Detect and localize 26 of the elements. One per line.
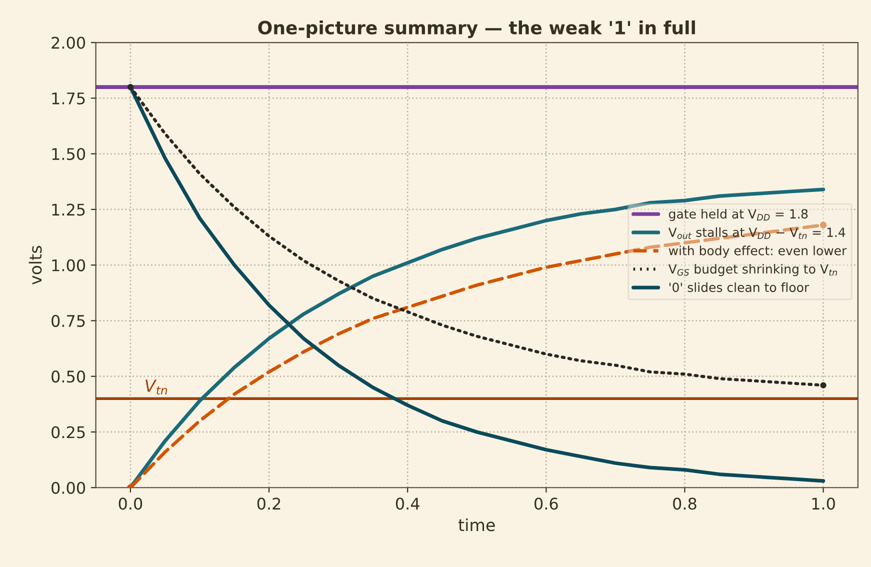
point — [820, 382, 826, 388]
y-tick-label: 1.00 — [52, 259, 86, 272]
y-axis-title: volts — [28, 246, 42, 285]
y-tick-label: 0.00 — [52, 482, 86, 494]
legend-label: gate held at V$_{DD}$ = 1.8 — [669, 208, 808, 222]
point — [820, 222, 827, 228]
legend-label: '0' slides clean to floor — [670, 282, 810, 292]
point — [127, 84, 134, 90]
y-tick-label: 0.75 — [52, 314, 85, 328]
y-tick-label: 0.50 — [52, 370, 86, 383]
legend-label: with body effect: even lower — [668, 246, 847, 258]
chart-title: One-picture summary — the weak '1' in full — [258, 20, 695, 38]
ref-line-label: V$_{tn}$ — [146, 380, 168, 395]
x-tick-label: 0.4 — [396, 498, 420, 510]
y-tick-label: 1.75 — [52, 92, 85, 104]
y-tick-label: 1.25 — [52, 204, 85, 216]
y-tick-label: 1.50 — [52, 148, 86, 160]
x-tick-label: 0.8 — [673, 498, 696, 510]
x-tick-label: 0.6 — [534, 498, 558, 510]
y-tick-label: 0.25 — [52, 426, 85, 438]
x-axis-title: time — [458, 518, 495, 532]
x-tick-label: 0.0 — [118, 498, 142, 510]
y-tick-label: 2.00 — [52, 36, 86, 49]
x-tick-label: 0.2 — [257, 498, 280, 510]
legend-label: V$_{GS}$ budget shrinking to V$_{tn}$ — [668, 264, 838, 276]
x-tick-label: 1.0 — [812, 498, 835, 510]
